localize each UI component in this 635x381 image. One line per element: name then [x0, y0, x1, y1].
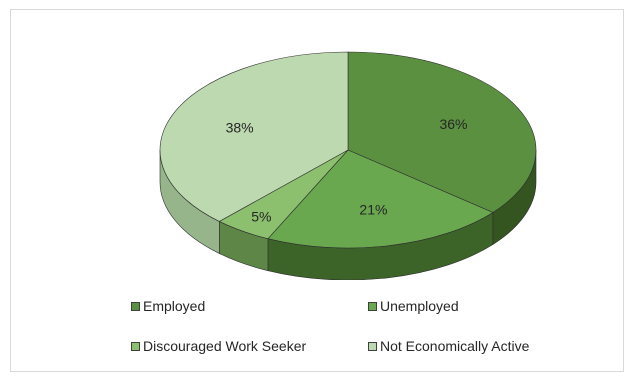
pie-chart: 36% 21% 5% 38%	[159, 51, 537, 280]
chart-area: 36% 21% 5% 38% Employed Unemployed Discoura…	[10, 9, 624, 372]
legend-swatch-unemployed	[368, 301, 377, 311]
data-label-unemployed: 21%	[359, 201, 387, 217]
legend-swatch-employed	[131, 301, 140, 311]
pie-slice-employed	[347, 51, 537, 213]
legend-swatch-discouraged-work-seeker	[131, 341, 140, 351]
legend-item-unemployed: Unemployed	[368, 298, 459, 314]
legend-swatch-not-economically-active	[368, 341, 377, 351]
legend-label-discouraged-work-seeker: Discouraged Work Seeker	[143, 338, 307, 354]
legend-item-discouraged-work-seeker: Discouraged Work Seeker	[131, 338, 306, 354]
legend-label-not-economically-active: Not Economically Active	[380, 338, 530, 354]
legend-item-not-economically-active: Not Economically Active	[368, 338, 529, 354]
pie-slice-unemployed	[267, 149, 494, 249]
data-label-employed: 36%	[439, 116, 467, 132]
legend-label-employed: Employed	[143, 298, 206, 314]
data-label-discouraged-work-seeker: 5%	[251, 208, 271, 224]
legend-item-employed: Employed	[131, 298, 205, 314]
legend-label-unemployed: Unemployed	[380, 298, 459, 314]
chart-legend: Employed Unemployed Discouraged Work See…	[131, 298, 601, 368]
data-label-not-economically-active: 38%	[226, 120, 254, 136]
pie-slice-not-economically-active	[159, 51, 349, 222]
